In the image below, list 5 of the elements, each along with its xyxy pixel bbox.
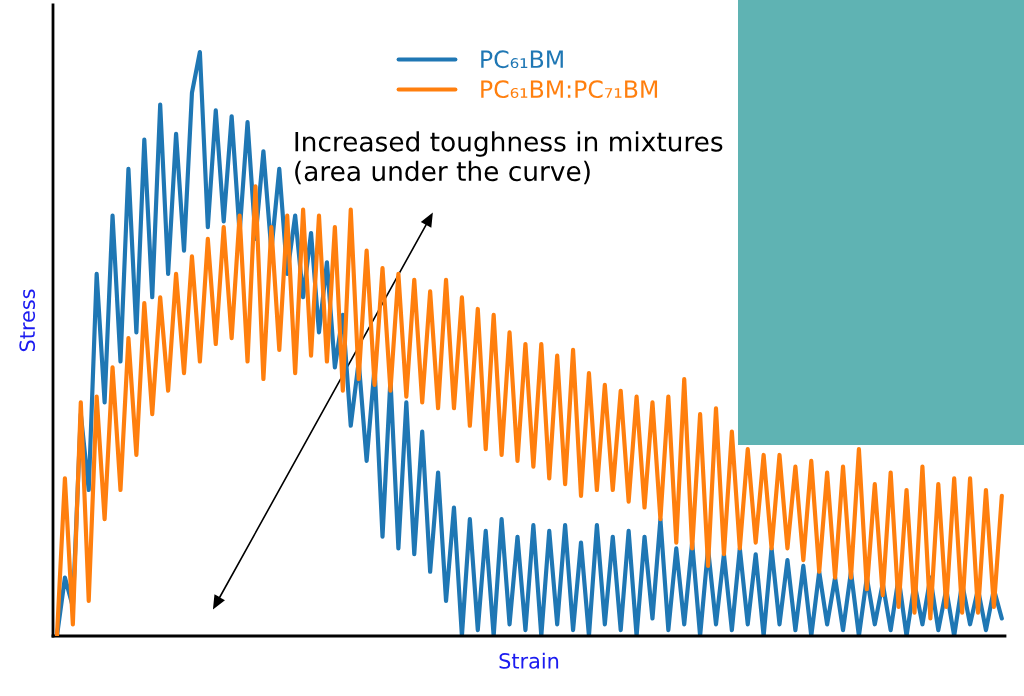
legend-label: PC₆₁BM:PC₇₁BM — [481, 80, 658, 99]
legend-label: PC₆₁BM — [481, 50, 563, 69]
y-axis-title: Stress — [19, 289, 36, 352]
x-axis-title: Strain — [499, 652, 559, 669]
annotation: Increased toughness in mixtures (area under the curve) — [295, 131, 723, 185]
